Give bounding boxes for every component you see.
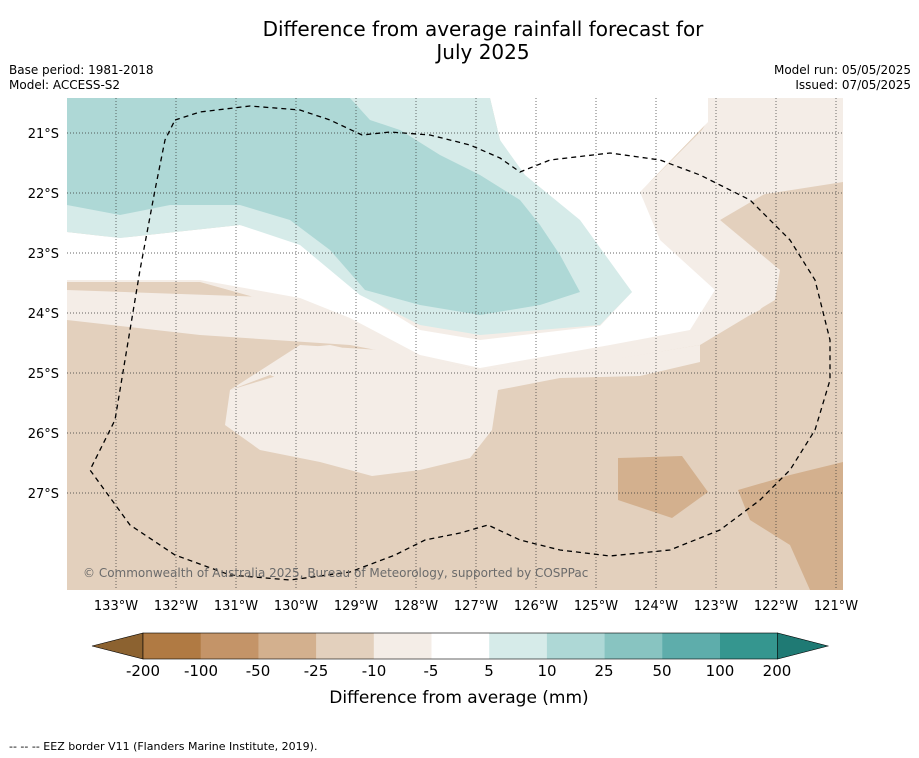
colorbar-tick-label: -50 [246, 662, 271, 680]
colorbar-tick-labels: -200 -100 -50 -25 -10 -5 5 10 25 50 100 … [126, 662, 791, 680]
colorbar-tick-label: -25 [304, 662, 329, 680]
colorbar [91, 632, 830, 660]
rainfall-zone-minus5-to-5 [67, 98, 780, 368]
lon-label: 128°W [394, 599, 438, 614]
map-title: Difference from average rainfall forecas… [0, 18, 919, 64]
model-run-text: Model run: 05/05/2025 [773, 63, 911, 77]
base-period-text: Base period: 1981-2018 [9, 63, 154, 77]
lat-label: 26°S [28, 427, 59, 442]
lat-labels: 21°S 22°S 23°S 24°S 25°S 26°S 27°S [28, 127, 59, 502]
lat-label: 25°S [28, 367, 59, 382]
lon-label: 122°W [754, 599, 798, 614]
lat-label: 24°S [28, 307, 59, 322]
lat-label: 23°S [28, 247, 59, 262]
colorbar-segment [720, 633, 779, 659]
model-text: Model: ACCESS-S2 [9, 78, 121, 92]
lon-label: 130°W [274, 599, 318, 614]
colorbar-segment [662, 633, 721, 659]
lon-label: 132°W [154, 599, 198, 614]
meta-right: Model run: 05/05/2025 Issued: 07/05/2025 [774, 63, 911, 93]
lon-label: 131°W [214, 599, 258, 614]
colorbar-frame [142, 632, 779, 660]
map-area: © Commonwealth of Australia 2025, Bureau… [67, 98, 843, 590]
lat-label: 22°S [28, 187, 59, 202]
colorbar-tick-label: 25 [594, 662, 613, 680]
colorbar-segment [431, 633, 490, 659]
issued-text: Issued: 07/05/2025 [795, 78, 911, 92]
colorbar-extend-low [91, 632, 144, 660]
eez-caption: -- -- -- EEZ border V11 (Flanders Marine… [9, 740, 318, 753]
colorbar-segment [489, 633, 548, 659]
colorbar-segment [546, 633, 606, 659]
colorbar-segment [316, 633, 375, 659]
meta-left: Base period: 1981-2018 Model: ACCESS-S2 [9, 63, 154, 93]
colorbar-segment [373, 633, 432, 659]
rainfall-zone-minus50-to-minus25-a [618, 456, 708, 518]
colorbar-segment [604, 633, 663, 659]
title-line-1: Difference from average rainfall forecas… [262, 17, 704, 41]
lon-label: 133°W [94, 599, 138, 614]
colorbar-tick-label: 200 [763, 662, 792, 680]
lon-labels: 133°W 132°W 131°W 130°W 129°W 128°W 127°… [94, 599, 858, 614]
rainfall-zone-minus50-to-minus25-b [738, 462, 843, 590]
eez-border [89, 105, 831, 581]
colorbar-tick-label: -100 [184, 662, 218, 680]
lon-label: 121°W [814, 599, 858, 614]
colorbar-segment [258, 633, 317, 659]
title-line-2: July 2025 [436, 40, 530, 64]
colorbar-segment [143, 633, 202, 659]
lon-label: 127°W [454, 599, 498, 614]
lat-label: 27°S [28, 487, 59, 502]
lon-label: 126°W [514, 599, 558, 614]
lat-label: 21°S [28, 127, 59, 142]
colorbar-tick-label: -10 [362, 662, 387, 680]
colorbar-segment [200, 633, 259, 659]
colorbar-tick-label: 50 [652, 662, 671, 680]
lon-label: 129°W [334, 599, 378, 614]
lon-label: 123°W [694, 599, 738, 614]
colorbar-extend-high [777, 632, 830, 660]
colorbar-tick-label: -5 [424, 662, 439, 680]
rainfall-zone-10-to-25 [67, 98, 580, 315]
gridlines [67, 98, 843, 590]
colorbar-tick-label: 5 [484, 662, 494, 680]
colorbar-tick-label: 10 [537, 662, 556, 680]
copyright-text: © Commonwealth of Australia 2025, Bureau… [83, 566, 588, 580]
rainfall-zone-minus10-to-minus5-c [225, 345, 700, 476]
lon-label: 124°W [634, 599, 678, 614]
colorbar-tick-label: -200 [126, 662, 160, 680]
colorbar-tick-label: 100 [706, 662, 735, 680]
colorbar-label: Difference from average (mm) [329, 688, 588, 708]
lon-label: 125°W [574, 599, 618, 614]
